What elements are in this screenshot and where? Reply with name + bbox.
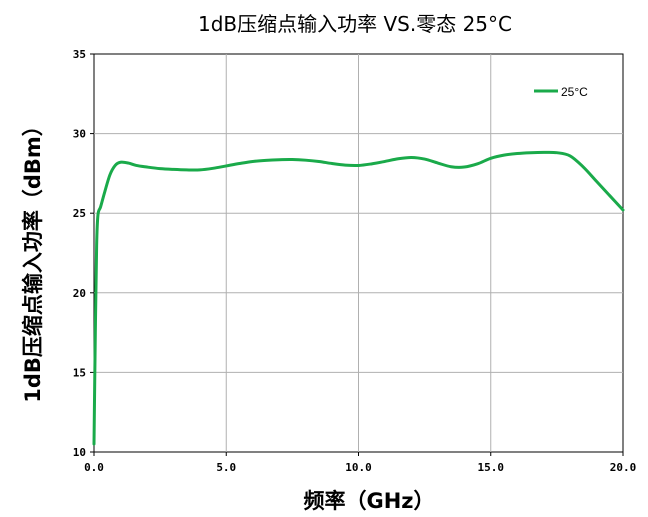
y-axis-label: 1dB压缩点输入功率（dBm） — [21, 115, 45, 403]
x-axis-label: 频率（GHz） — [303, 489, 434, 513]
x-axis-ticks: 0.0 5.0 10.0 15.0 20.0 — [84, 452, 636, 474]
y-tick-label: 35 — [73, 48, 86, 61]
legend-label: 25°C — [561, 85, 588, 99]
y-axis-ticks: 10 15 20 25 30 35 — [73, 48, 94, 459]
y-tick-label: 30 — [73, 128, 86, 141]
gridlines — [94, 54, 623, 452]
x-tick-label: 15.0 — [478, 461, 505, 474]
y-tick-label: 15 — [73, 366, 86, 379]
x-tick-label: 20.0 — [610, 461, 637, 474]
x-tick-label: 0.0 — [84, 461, 104, 474]
x-tick-label: 10.0 — [345, 461, 372, 474]
chart-title: 1dB压缩点输入功率 VS.零态 25°C — [198, 12, 512, 36]
series-line — [92, 150, 625, 446]
x-tick-label: 5.0 — [216, 461, 236, 474]
series-group — [92, 150, 625, 446]
y-tick-label: 20 — [73, 287, 86, 300]
legend: 25°C — [534, 85, 588, 99]
y-tick-label: 25 — [73, 207, 86, 220]
y-tick-label: 10 — [73, 446, 86, 459]
